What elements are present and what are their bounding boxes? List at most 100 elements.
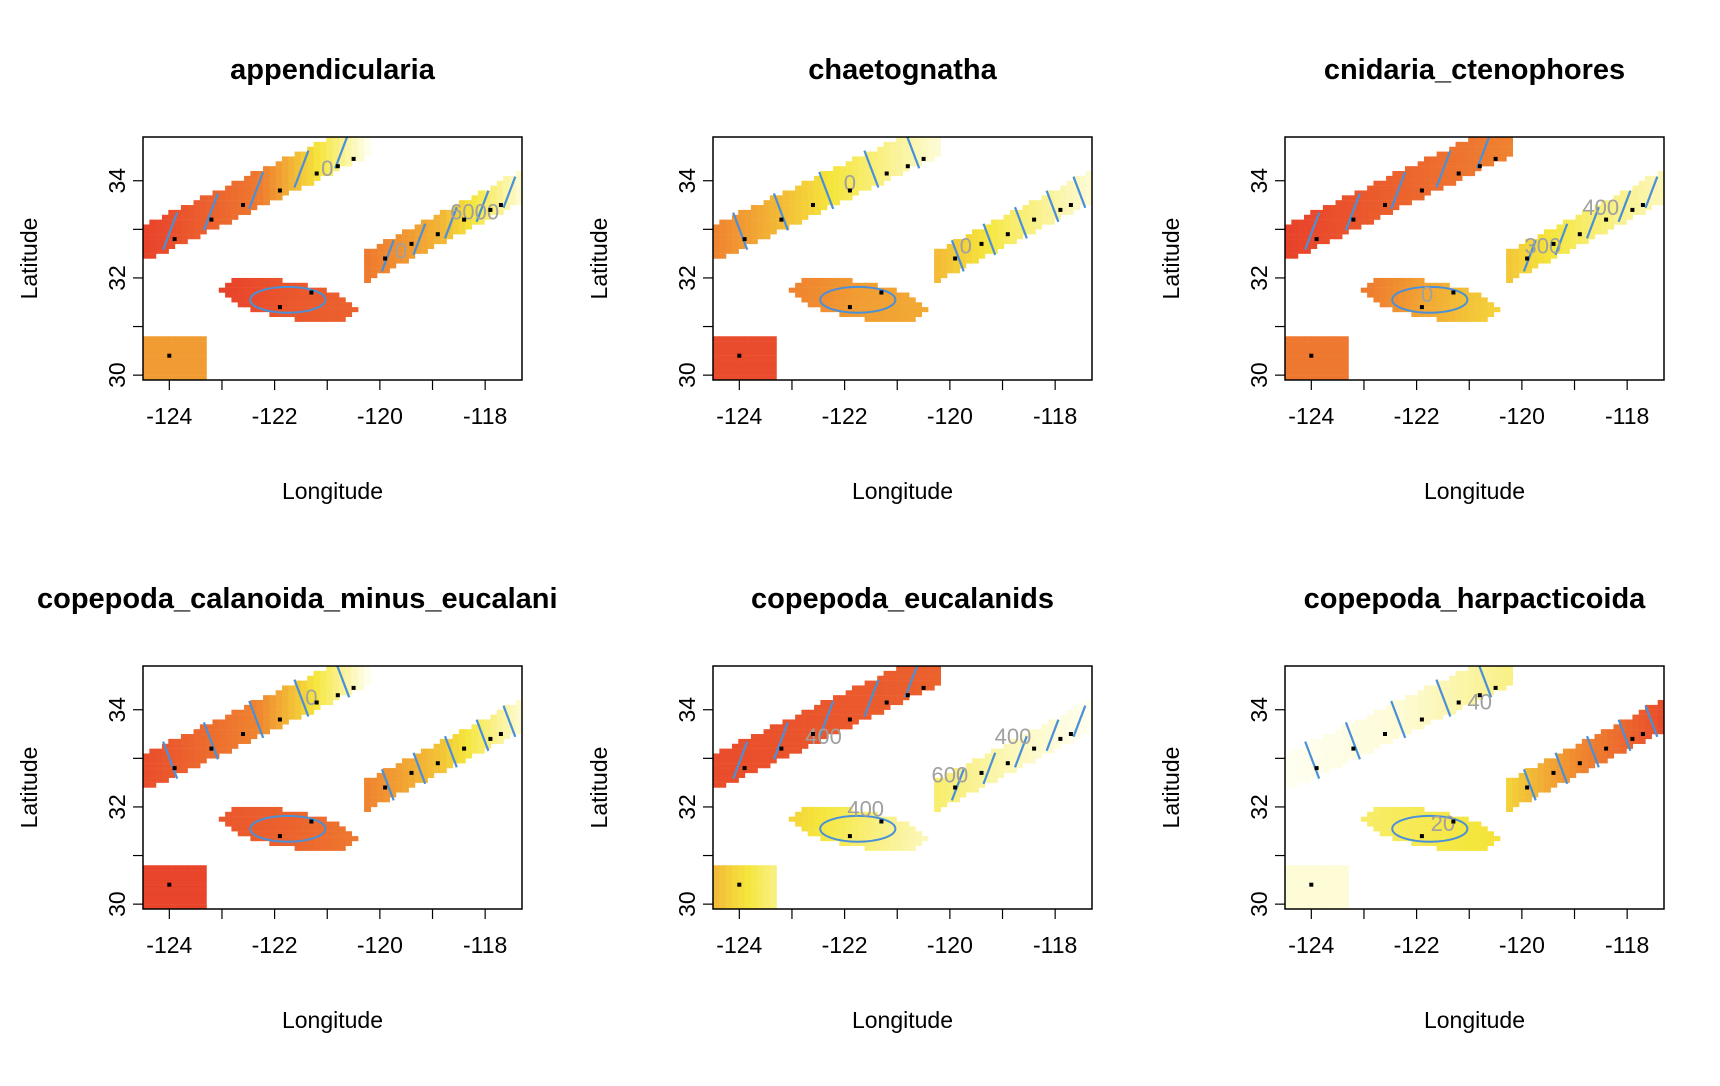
- heat-tile: [199, 865, 207, 871]
- heat-tile: [231, 743, 239, 749]
- station-point: [1525, 785, 1530, 790]
- heat-tile: [776, 748, 784, 754]
- heat-tile: [984, 224, 992, 230]
- heat-tile: [256, 292, 264, 298]
- heat-tile: [782, 748, 790, 754]
- heat-tile: [1373, 821, 1381, 827]
- heat-tile: [1430, 171, 1438, 177]
- heat-tile: [1386, 816, 1393, 822]
- heat-tile: [896, 836, 904, 842]
- heat-tile: [738, 904, 746, 909]
- heat-tile: [275, 185, 283, 191]
- contour-line: [1617, 190, 1632, 223]
- heat-tile: [307, 675, 315, 681]
- heat-tile: [269, 190, 277, 196]
- heat-tile: [1348, 738, 1356, 744]
- heat-tile: [256, 836, 264, 842]
- heat-tile: [294, 704, 302, 710]
- heat-tile: [769, 874, 777, 881]
- heat-tile: [1379, 185, 1387, 191]
- heat-tile: [851, 719, 859, 725]
- heat-tile: [168, 865, 176, 871]
- heat-tile: [763, 870, 771, 876]
- heat-tile: [927, 685, 935, 691]
- heat-tile: [307, 680, 315, 686]
- heat-tile: [1417, 277, 1425, 283]
- heat-tile: [750, 229, 758, 235]
- heat-tile: [997, 243, 1005, 249]
- heat-tile: [187, 865, 195, 871]
- heat-tile: [275, 816, 283, 822]
- heat-tile: [731, 229, 739, 235]
- heat-tile: [143, 360, 150, 366]
- heat-tile: [143, 365, 150, 371]
- heat-tile: [1512, 802, 1520, 808]
- station-point: [742, 237, 747, 242]
- heat-tile: [953, 772, 960, 778]
- contour-line: [380, 239, 395, 272]
- heat-tile: [187, 904, 195, 909]
- heat-tile: [782, 200, 790, 206]
- heat-tile: [807, 180, 815, 186]
- heat-tile: [877, 845, 885, 851]
- heat-tile: [763, 375, 771, 380]
- heat-tile: [1436, 302, 1444, 308]
- heat-tile: [1506, 782, 1513, 788]
- heat-tile: [433, 214, 441, 220]
- heat-tile: [725, 219, 733, 225]
- heat-tile: [1417, 806, 1425, 812]
- heat-tile: [757, 229, 765, 235]
- heat-tile: [731, 365, 739, 371]
- heat-tile: [1436, 166, 1444, 172]
- heat-tile: [763, 200, 771, 206]
- heat-tile: [1531, 772, 1539, 778]
- heat-tile: [845, 840, 853, 847]
- heat-tile: [351, 680, 359, 686]
- heat-tile: [801, 205, 809, 211]
- heat-tile: [281, 297, 289, 303]
- heat-tile: [719, 884, 727, 890]
- contour-line: [380, 768, 395, 801]
- heat-tile: [864, 151, 872, 157]
- heat-tile: [1531, 248, 1539, 254]
- heat-tile: [1537, 787, 1545, 793]
- heat-tile: [1405, 811, 1412, 817]
- heat-tile: [713, 248, 720, 254]
- heat-tile: [269, 311, 277, 318]
- heat-tile: [927, 141, 935, 147]
- heat-tile: [294, 316, 302, 322]
- heat-tile: [851, 307, 859, 313]
- heat-tile: [1569, 243, 1577, 249]
- heat-tile: [1398, 282, 1406, 288]
- heat-tile: [376, 263, 384, 269]
- heat-tile: [864, 695, 872, 701]
- y-tick-label: 30: [104, 891, 130, 917]
- heat-tile: [332, 680, 340, 686]
- heat-tile: [858, 180, 866, 186]
- heat-tile: [1041, 195, 1049, 201]
- heat-tile: [1335, 738, 1343, 744]
- heat-tile: [978, 758, 986, 764]
- heat-tile: [1588, 209, 1596, 215]
- heat-tile: [1442, 695, 1450, 701]
- heat-tile: [1291, 889, 1299, 895]
- heat-tile: [1285, 763, 1292, 769]
- heat-tile: [864, 316, 872, 322]
- heat-tile: [1047, 743, 1055, 749]
- heat-tile: [143, 355, 150, 361]
- heat-tile: [921, 146, 929, 152]
- heat-tile: [990, 768, 998, 774]
- heat-tile: [174, 870, 182, 876]
- heat-tile: [1291, 884, 1299, 890]
- heat-tile: [168, 234, 176, 240]
- heat-tile: [357, 151, 365, 157]
- heat-tile: [1367, 811, 1375, 817]
- heat-tile: [294, 282, 302, 288]
- heat-tile: [1543, 229, 1551, 235]
- x-tick-label: -122: [822, 403, 868, 429]
- heat-tile: [471, 734, 479, 740]
- heat-tile: [971, 239, 979, 245]
- heat-tile: [1442, 180, 1450, 186]
- heat-tile: [231, 190, 239, 196]
